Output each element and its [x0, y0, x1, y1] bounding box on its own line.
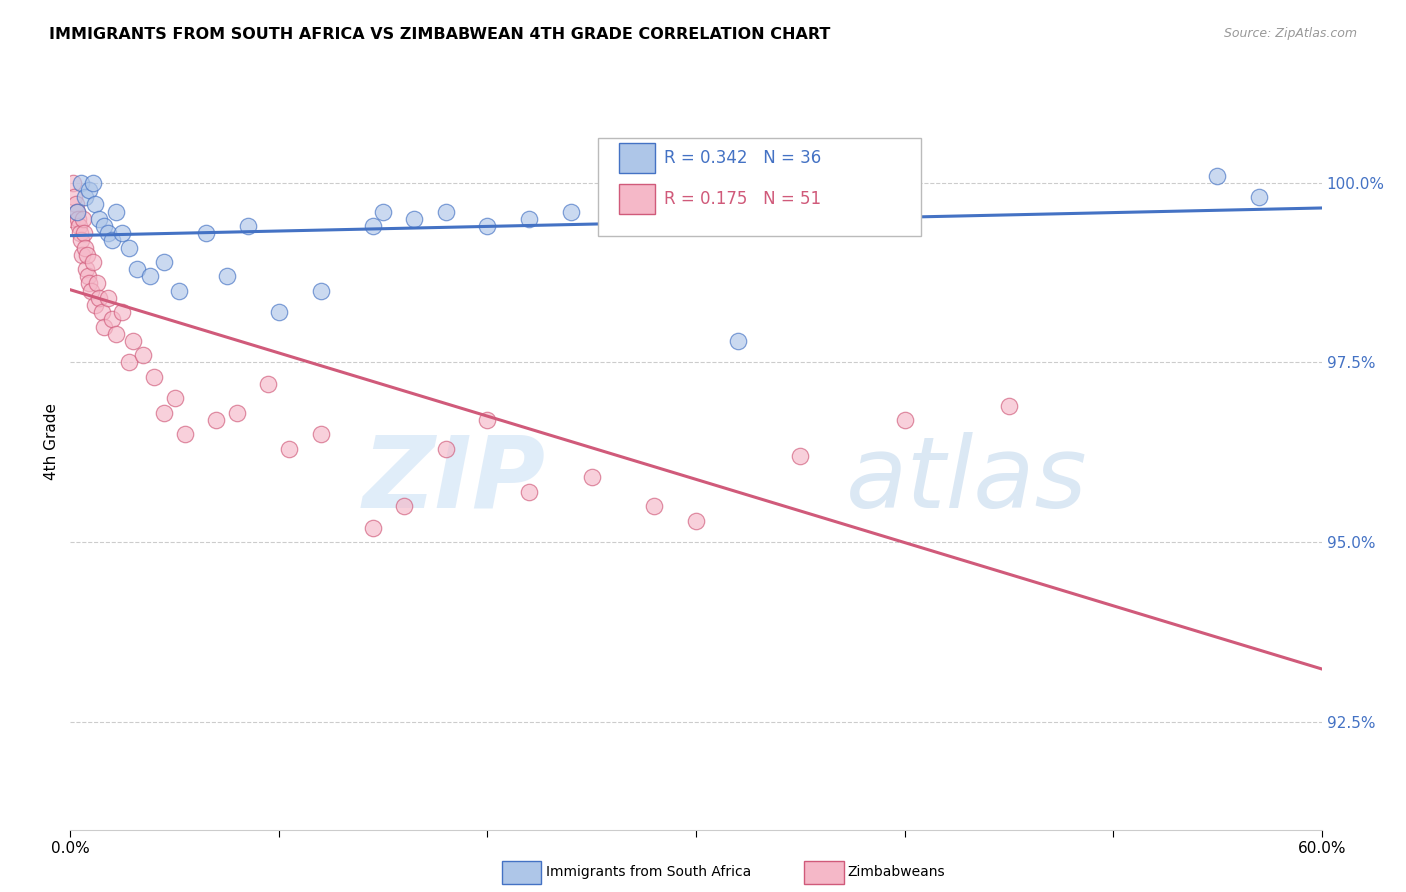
Point	[63, 190, 86, 204]
Point	[77, 269, 100, 284]
Point	[67, 219, 90, 233]
Point	[105, 204, 128, 219]
Point	[101, 312, 124, 326]
Point	[153, 255, 176, 269]
Point	[65, 204, 87, 219]
Point	[477, 219, 499, 233]
Text: IMMIGRANTS FROM SOUTH AFRICA VS ZIMBABWEAN 4TH GRADE CORRELATION CHART: IMMIGRANTS FROM SOUTH AFRICA VS ZIMBABWE…	[49, 27, 831, 42]
Point	[602, 197, 624, 211]
Text: R = 0.175   N = 51: R = 0.175 N = 51	[664, 190, 821, 208]
Point	[70, 248, 93, 262]
Point	[205, 413, 228, 427]
Point	[84, 197, 107, 211]
Point	[643, 500, 665, 514]
Point	[65, 204, 87, 219]
Point	[62, 176, 84, 190]
Point	[77, 183, 100, 197]
Point	[893, 413, 915, 427]
Point	[434, 442, 457, 456]
Point	[105, 326, 128, 341]
Point	[167, 284, 190, 298]
Point	[560, 204, 582, 219]
Point	[86, 277, 108, 291]
Text: ZIP: ZIP	[363, 432, 546, 529]
Point	[82, 176, 104, 190]
Point	[118, 355, 141, 369]
Point	[73, 190, 96, 204]
Point	[125, 262, 148, 277]
Point	[236, 219, 259, 233]
Point	[75, 262, 97, 277]
Point	[60, 211, 83, 226]
Point	[73, 241, 96, 255]
Point	[89, 291, 111, 305]
Point	[93, 319, 115, 334]
Point	[789, 190, 811, 204]
Point	[153, 406, 176, 420]
Point	[111, 305, 134, 319]
Point	[138, 269, 160, 284]
Point	[361, 521, 384, 535]
Point	[278, 442, 301, 456]
Point	[517, 211, 540, 226]
Point	[215, 269, 238, 284]
Point	[404, 211, 426, 226]
Point	[76, 248, 98, 262]
Point	[69, 176, 91, 190]
Point	[66, 211, 89, 226]
Point	[477, 413, 499, 427]
Point	[789, 449, 811, 463]
Point	[309, 427, 332, 442]
Point	[1206, 169, 1229, 183]
Point	[69, 226, 91, 240]
Point	[73, 226, 96, 240]
Point	[69, 233, 91, 247]
Point	[93, 219, 115, 233]
Point	[685, 514, 707, 528]
Point	[142, 370, 165, 384]
Point	[97, 226, 120, 240]
Point	[84, 298, 107, 312]
Point	[194, 226, 217, 240]
Text: Immigrants from South Africa: Immigrants from South Africa	[546, 865, 751, 880]
Point	[89, 211, 111, 226]
Point	[392, 500, 415, 514]
Point	[111, 226, 134, 240]
Point	[517, 484, 540, 499]
Point	[80, 284, 103, 298]
Point	[82, 255, 104, 269]
Point	[371, 204, 394, 219]
Point	[309, 284, 332, 298]
Point	[1249, 190, 1271, 204]
Point	[163, 392, 186, 406]
Point	[97, 291, 120, 305]
Point	[267, 305, 290, 319]
Point	[998, 399, 1021, 413]
Point	[434, 204, 457, 219]
Point	[174, 427, 197, 442]
Point	[727, 334, 749, 348]
Text: Zimbabweans: Zimbabweans	[848, 865, 945, 880]
Point	[101, 233, 124, 247]
Point	[72, 211, 94, 226]
Point	[581, 470, 603, 484]
Point	[118, 241, 141, 255]
Point	[643, 204, 665, 219]
Point	[90, 305, 112, 319]
Point	[257, 377, 280, 392]
Point	[122, 334, 145, 348]
Y-axis label: 4th Grade: 4th Grade	[44, 403, 59, 480]
Point	[65, 197, 87, 211]
Point	[77, 277, 100, 291]
Point	[226, 406, 249, 420]
Point	[361, 219, 384, 233]
Point	[685, 190, 707, 204]
Point	[132, 348, 155, 362]
Text: R = 0.342   N = 36: R = 0.342 N = 36	[664, 149, 821, 167]
Text: Source: ZipAtlas.com: Source: ZipAtlas.com	[1223, 27, 1357, 40]
Text: atlas: atlas	[846, 432, 1088, 529]
